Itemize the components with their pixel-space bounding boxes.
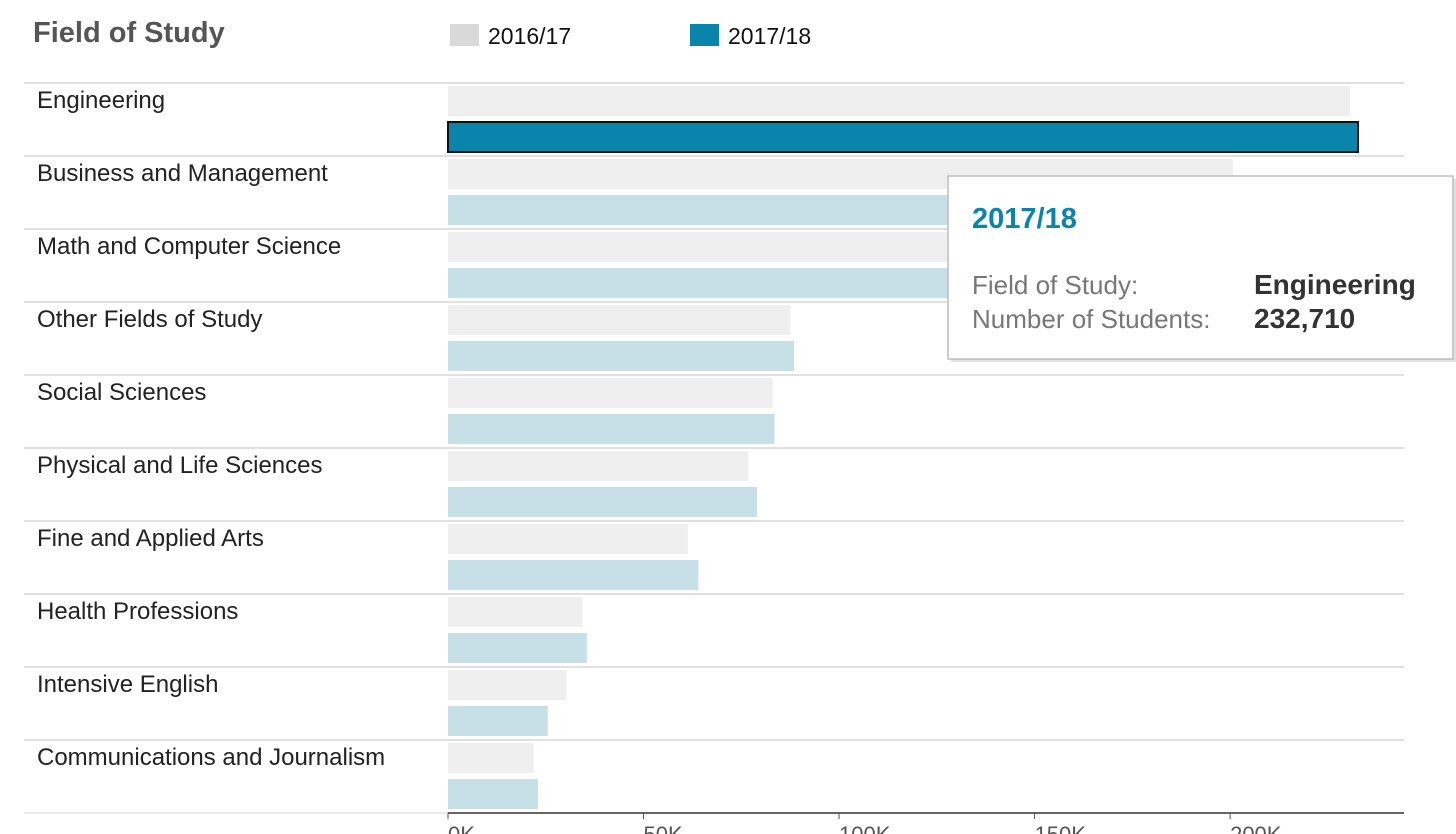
legend-label-2017-18: 2017/18 bbox=[728, 23, 811, 49]
bar-health-professions-2017-18[interactable] bbox=[448, 633, 587, 663]
x-tick-label-50k: 50K bbox=[644, 822, 683, 834]
bar-health-professions-2016-17[interactable] bbox=[448, 597, 583, 627]
legend-swatch-2017-18 bbox=[690, 24, 719, 46]
legend-item-2017-18[interactable]: 2017/18 bbox=[690, 23, 811, 49]
tooltip-key-field: Field of Study: bbox=[972, 270, 1138, 300]
legend-swatch-2016-17 bbox=[450, 24, 479, 46]
bar-intensive-english-2017-18[interactable] bbox=[448, 706, 548, 736]
category-label-health-professions: Health Professions bbox=[37, 598, 238, 625]
category-label-communications-and-journalism: Communications and Journalism bbox=[37, 744, 385, 771]
category-label-business-and-management: Business and Management bbox=[37, 160, 328, 187]
bar-engineering-2017-18[interactable] bbox=[447, 121, 1359, 153]
tooltip: 2017/18 Field of Study: Engineering Numb… bbox=[947, 175, 1456, 362]
bar-fine-and-applied-arts-2016-17[interactable] bbox=[448, 524, 688, 554]
tooltip-box bbox=[947, 175, 1454, 360]
legend-label-2016-17: 2016/17 bbox=[488, 23, 571, 49]
category-label-social-sciences: Social Sciences bbox=[37, 379, 206, 406]
category-header: Field of Study bbox=[33, 17, 225, 49]
x-axis-ticks: 0K 50K 100K 150K 200K bbox=[447, 813, 1282, 834]
bar-other-fields-of-study-2016-17[interactable] bbox=[448, 305, 791, 335]
bar-fine-and-applied-arts-2017-18[interactable] bbox=[448, 560, 699, 590]
x-tick-label-200k: 200K bbox=[1230, 822, 1282, 834]
category-label-physical-and-life-sciences: Physical and Life Sciences bbox=[37, 452, 323, 479]
category-label-engineering: Engineering bbox=[37, 87, 165, 114]
category-label-other-fields-of-study: Other Fields of Study bbox=[37, 306, 262, 333]
bar-intensive-english-2016-17[interactable] bbox=[448, 670, 567, 700]
category-label-intensive-english: Intensive English bbox=[37, 671, 218, 698]
bar-communications-and-journalism-2017-18[interactable] bbox=[448, 779, 538, 809]
tooltip-key-students: Number of Students: bbox=[972, 304, 1210, 334]
bar-social-sciences-2017-18[interactable] bbox=[448, 414, 775, 444]
bar-engineering-2016-17[interactable] bbox=[448, 86, 1351, 116]
x-tick-label-150k: 150K bbox=[1035, 822, 1087, 834]
bar-communications-and-journalism-2016-17[interactable] bbox=[448, 743, 534, 773]
legend-item-2016-17[interactable]: 2016/17 bbox=[450, 23, 571, 49]
legend: 2016/17 2017/18 bbox=[450, 23, 811, 49]
chart-rows: Engineering Business and Management Math a… bbox=[24, 82, 1404, 814]
x-tick-label-0k: 0K bbox=[448, 822, 475, 834]
bar-other-fields-of-study-2017-18[interactable] bbox=[448, 341, 795, 371]
bar-social-sciences-2016-17[interactable] bbox=[448, 378, 773, 408]
tooltip-value-field: Engineering bbox=[1254, 269, 1416, 300]
x-tick-label-100k: 100K bbox=[839, 822, 891, 834]
tooltip-value-students: 232,710 bbox=[1254, 303, 1355, 334]
bar-physical-and-life-sciences-2016-17[interactable] bbox=[448, 451, 749, 481]
category-label-math-and-computer-science: Math and Computer Science bbox=[37, 233, 341, 260]
bar-physical-and-life-sciences-2017-18[interactable] bbox=[448, 487, 757, 517]
category-label-fine-and-applied-arts: Fine and Applied Arts bbox=[37, 525, 264, 552]
tooltip-title: 2017/18 bbox=[972, 203, 1077, 235]
